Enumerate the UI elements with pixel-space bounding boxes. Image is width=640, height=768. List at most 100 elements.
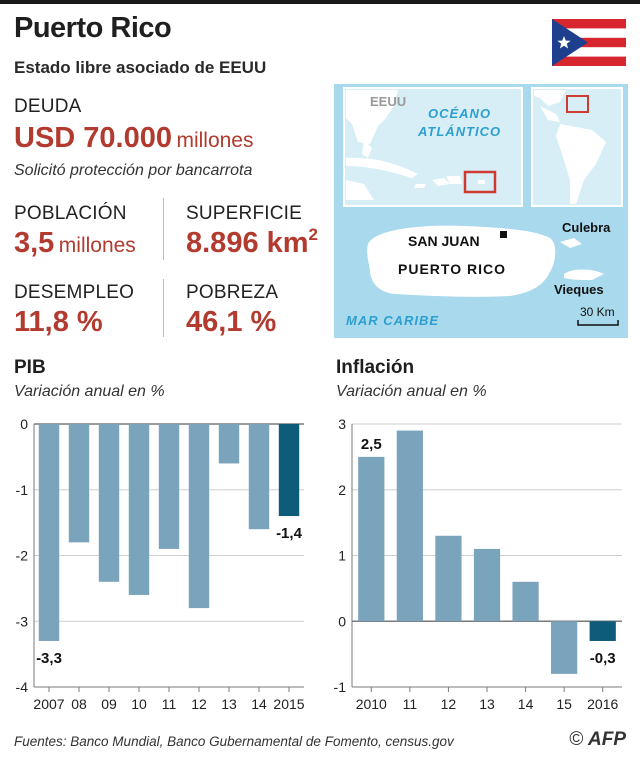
bar-15 [551,621,578,674]
bar-12 [435,535,462,622]
inflation-chart-subtitle: Variación anual en % [336,383,487,400]
area-value: 8.896 km [186,227,309,259]
jamaica [414,184,426,188]
x-tick-label: 13 [221,696,237,712]
x-tick-label: 09 [101,696,117,712]
debt-unit: millones [176,129,254,152]
bar-10 [128,424,150,595]
label-san-juan: SAN JUAN [408,233,480,249]
bar-13 [218,424,240,464]
label-culebra: Culebra [562,220,611,235]
bar-2015 [278,424,300,517]
y-tick-label: -1 [334,679,347,695]
vieques-island [564,269,604,280]
population-value: 3,5 [14,227,55,259]
label-puerto-rico: PUERTO RICO [398,261,506,277]
scale-label: 30 Km [580,305,615,319]
poverty-value: 46,1 % [186,306,277,338]
y-tick-label: 1 [338,548,346,564]
bar-11 [396,430,423,622]
usa-landmass [346,90,398,144]
x-tick-label: 12 [441,696,457,712]
y-tick-label: 0 [338,613,346,629]
x-tick-label: 14 [251,696,267,712]
stats-divider [163,198,164,260]
bar-2007 [38,424,60,641]
capital-marker [500,231,507,238]
population-figure: 3,5 millones [14,227,136,260]
unemployment-value: 11,8 % [14,306,103,338]
y-tick-label: -2 [16,548,29,564]
locator-box [463,170,497,194]
flag-stripe [552,28,626,38]
label-caribbean-sea: MAR CARIBE [346,313,439,328]
central-america [346,180,374,200]
y-tick-label: 0 [20,416,28,432]
inflation-chart: 3 2 1 0 -1 2010 2,5 11 12 13 14 15 2016 -0,3 [334,416,622,712]
x-tick-label: 13 [479,696,495,712]
label-vieques: Vieques [554,282,604,297]
area-figure: 8.896 km2 [186,225,318,260]
bar-2016 [589,621,616,641]
label-ocean-2: ATLÁNTICO [417,124,501,139]
gdp-chart-title: PIB [14,357,46,378]
data-label-2007: -3,3 [36,650,62,667]
bar-11 [158,424,180,549]
x-tick-label: 11 [162,696,177,712]
bar-12 [188,424,210,609]
area-label: SUPERFICIE [186,203,303,224]
x-tick-label: 2015 [273,696,304,712]
page-subtitle: Estado libre asociado de EEUU [14,58,267,77]
bar-14 [248,424,270,530]
south-america [556,124,606,204]
unemployment-label: DESEMPLEO [14,282,135,303]
flag-triangle [552,19,588,66]
debt-label: DEUDA [14,96,82,117]
hispaniola-east [446,176,462,184]
x-tick-label: 14 [518,696,534,712]
debt-figure: USD 70.000 millones [14,122,253,155]
puerto-rico-island [367,225,556,297]
area-exponent: 2 [308,225,319,244]
y-tick-label: -4 [16,679,29,695]
data-label-2010: 2,5 [361,436,382,453]
afp-logo: © AFP [569,729,626,751]
afp-brand: AFP [588,729,626,750]
x-tick-label: 11 [403,696,418,712]
bar-13 [473,548,501,622]
bar-14 [512,581,539,622]
debt-value: USD 70.000 [14,122,172,154]
y-tick-label: 2 [338,482,346,498]
x-tick-label: 2007 [33,696,64,712]
stats-divider [163,279,164,337]
x-tick-label: 12 [191,696,207,712]
x-tick-label: 2010 [356,696,387,712]
x-tick-label: 10 [131,696,147,712]
mexico [540,106,560,122]
x-tick-label: 2016 [587,696,618,712]
y-tick-label: -3 [16,613,29,629]
north-america [534,90,566,106]
culebra-island [560,238,582,248]
data-label-2015: -1,4 [276,525,303,542]
florida [362,140,372,158]
caribbean-inset [343,87,523,207]
copyright-symbol: © [569,729,584,750]
flag-star [557,36,571,49]
bar-09 [98,424,120,582]
flag-stripe [552,47,626,57]
hispaniola-west [432,178,450,186]
data-label-2016: -0,3 [590,650,616,667]
bar-08 [68,424,90,543]
label-eeuu: EEUU [370,94,406,109]
population-label: POBLACIÓN [14,203,127,224]
debt-note: Solicitó protección por bancarrota [14,162,253,179]
top-rule [0,0,640,4]
x-tick-label: 15 [556,696,572,712]
label-ocean-1: OCÉANO [428,106,491,121]
x-tick-label: 08 [71,696,87,712]
cuba [346,157,418,178]
puerto-rico-small [478,180,485,184]
y-tick-label: 3 [338,416,346,432]
